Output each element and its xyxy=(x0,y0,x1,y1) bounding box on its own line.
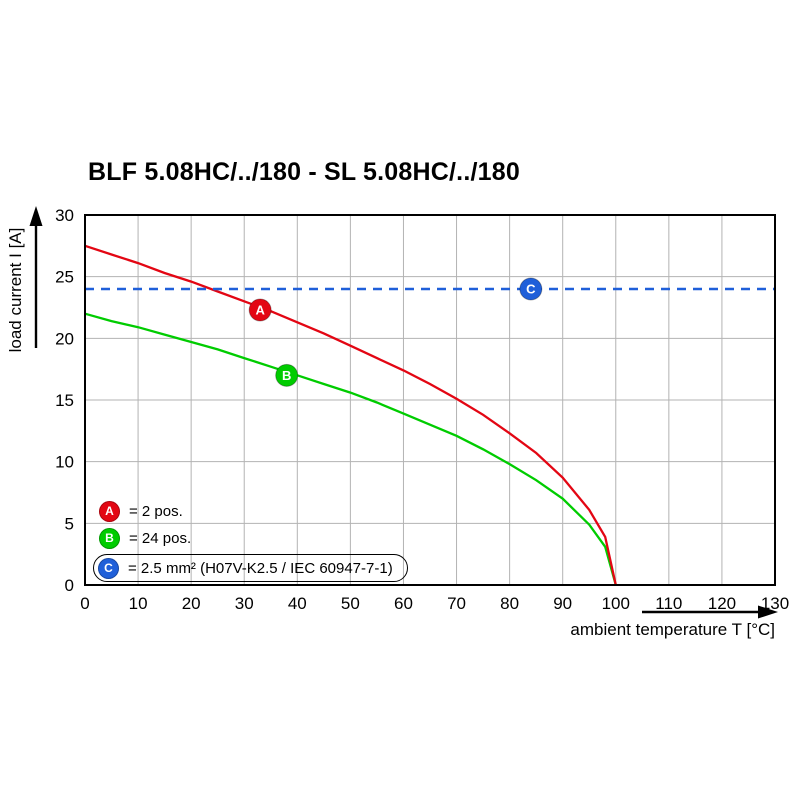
x-tick-label: 20 xyxy=(182,594,201,613)
curve-markers: A B C xyxy=(248,277,543,387)
svg-text:C: C xyxy=(526,282,536,297)
y-axis-arrow-icon xyxy=(29,206,43,348)
chart-title: BLF 5.08HC/../180 - SL 5.08HC/../180 xyxy=(88,158,520,186)
legend-marker-a-icon: A xyxy=(99,500,120,522)
x-tick-label: 80 xyxy=(500,594,519,613)
x-tick-label: 30 xyxy=(235,594,254,613)
plot-border xyxy=(84,214,776,586)
x-axis-label: ambient temperature T [°C] xyxy=(570,620,775,639)
x-tick-label: 100 xyxy=(602,594,630,613)
y-tick-label: 10 xyxy=(55,453,74,472)
tick-labels: 0 10 20 30 40 50 60 70 80 90 100 110 120 130 0 5 10 15 20 2… xyxy=(55,206,789,613)
svg-text:A: A xyxy=(255,302,265,317)
x-tick-label: 110 xyxy=(655,594,682,613)
chart-legend: A = 2 pos. B = 24 pos. C = 2.5 mm² (H07V… xyxy=(93,499,408,582)
x-tick-label: 10 xyxy=(129,594,148,613)
legend-marker-b-icon: B xyxy=(99,527,120,549)
x-tick-label: 60 xyxy=(394,594,413,613)
grid-lines xyxy=(85,215,775,585)
y-tick-label: 15 xyxy=(55,391,74,410)
curve-marker-a: A xyxy=(248,298,272,322)
curves xyxy=(84,244,775,586)
y-tick-label: 5 xyxy=(65,514,74,533)
y-tick-label: 25 xyxy=(55,268,74,287)
curve-marker-c: C xyxy=(519,277,543,301)
legend-item-a: A = 2 pos. xyxy=(93,499,408,523)
svg-text:B: B xyxy=(282,368,291,383)
curve-B xyxy=(84,312,617,586)
x-tick-label: 120 xyxy=(708,594,736,613)
x-axis-arrow-icon xyxy=(642,605,778,619)
x-tick-label: 70 xyxy=(447,594,466,613)
legend-item-c: C = 2.5 mm² (H07V-K2.5 / IEC 60947-7-1) xyxy=(93,554,408,582)
curve-A xyxy=(84,244,617,586)
legend-label-c: = 2.5 mm² (H07V-K2.5 / IEC 60947-7-1) xyxy=(128,559,393,577)
y-tick-label: 0 xyxy=(65,576,74,595)
legend-label-a: = 2 pos. xyxy=(129,502,183,520)
derating-chart: 0 10 20 30 40 50 60 70 80 90 100 110 120 130 0 5 10 15 20 2… xyxy=(29,206,789,619)
curve-marker-b: B xyxy=(275,363,299,387)
y-tick-label: 20 xyxy=(55,329,74,348)
x-tick-label: 40 xyxy=(288,594,307,613)
y-tick-label: 30 xyxy=(55,206,74,225)
legend-item-b: B = 24 pos. xyxy=(93,526,408,550)
x-tick-label: 0 xyxy=(80,594,89,613)
legend-label-b: = 24 pos. xyxy=(129,529,192,547)
x-tick-label: 90 xyxy=(553,594,572,613)
legend-marker-c-icon: C xyxy=(98,557,119,579)
x-tick-label: 130 xyxy=(761,594,789,613)
x-tick-label: 50 xyxy=(341,594,360,613)
